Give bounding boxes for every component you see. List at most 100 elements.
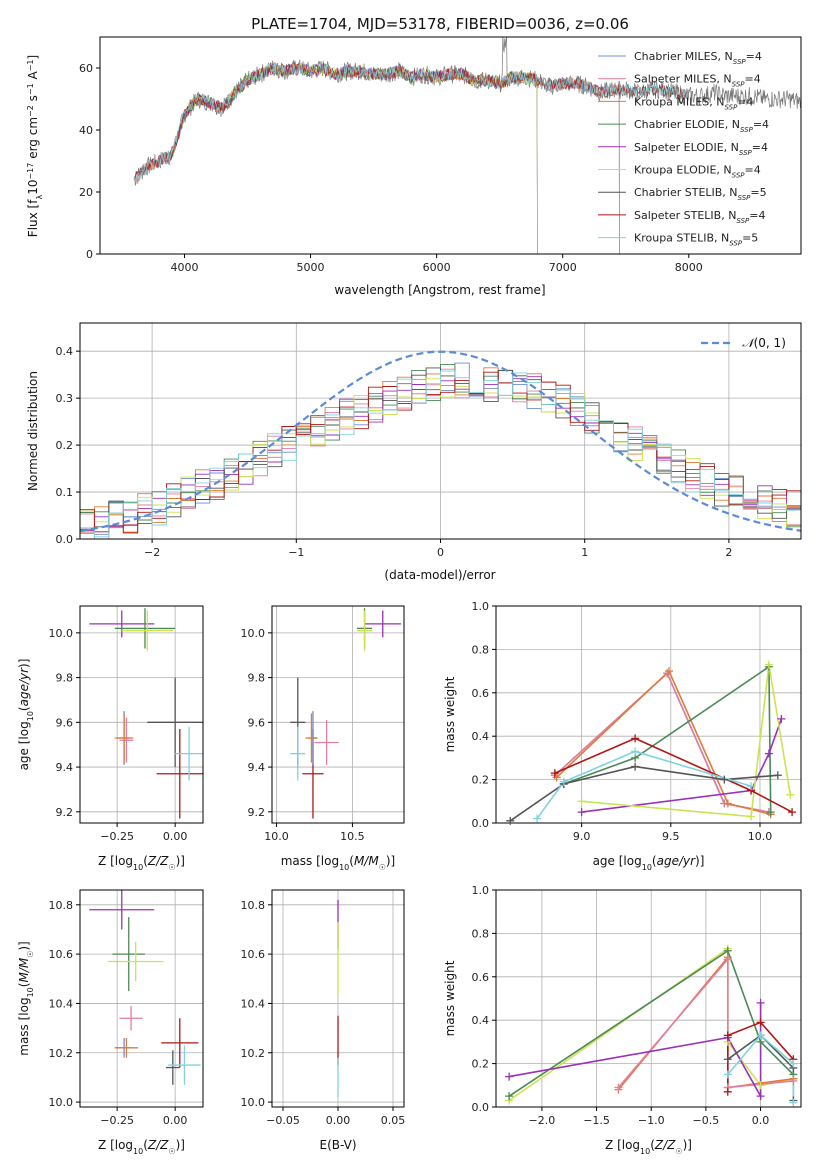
x-tick-label: 6000: [423, 261, 451, 274]
y-tick-label: 9.8: [248, 672, 266, 685]
y-tick-label: 0: [86, 248, 93, 261]
weight-marker: [723, 799, 732, 808]
weight-marker: [756, 998, 765, 1007]
x-tick-label: 2: [725, 546, 732, 559]
y-tick-label: 0.8: [472, 927, 490, 940]
y-tick-label: 10.4: [49, 997, 74, 1010]
y-tick-label: 40: [79, 124, 93, 137]
weight-marker: [665, 667, 674, 676]
weight-marker: [777, 714, 786, 723]
x-tick-label: 10.0: [264, 830, 289, 843]
y-axis-label: Normed distribution: [26, 371, 40, 491]
y-axis-label: mass weight: [443, 676, 457, 752]
y-tick-label: 10.0: [241, 1096, 266, 1109]
y-tick-label: 10.2: [49, 1047, 74, 1060]
x-tick-label: −1.0: [638, 1114, 665, 1127]
axes-frame: [79, 889, 204, 1108]
y-tick-label: 10.6: [241, 948, 266, 961]
x-axis-label: mass [log10(M/M☉)]: [281, 854, 396, 872]
legend-entry: Salpeter STELIB, NSSP=4: [634, 209, 766, 225]
weight-marker: [756, 1081, 765, 1090]
y-tick-label: 0.0: [56, 533, 74, 546]
x-tick-label: 4000: [170, 261, 198, 274]
axes-frame: [79, 605, 204, 824]
legend-entry: Chabrier MILES, NSSP=4: [634, 50, 762, 66]
weight-line: [554, 671, 770, 813]
y-tick-label: 20: [79, 186, 93, 199]
spectrum-model-line: [171, 62, 538, 254]
legend-entry: Kroupa MILES, NSSP=4: [634, 95, 754, 111]
plot-area: [89, 608, 203, 819]
y-tick-label: 0.3: [56, 392, 74, 405]
legend-entry: Salpeter ELODIE, NSSP=4: [634, 141, 768, 157]
axes-frame: [99, 36, 802, 255]
weight-line: [563, 665, 772, 813]
weight-marker: [631, 734, 640, 743]
y-tick-label: 0.6: [472, 687, 490, 700]
weight-marker: [789, 1076, 798, 1085]
weight-line: [554, 737, 793, 813]
y-axis-label: age [log10(age/yr)]: [17, 659, 35, 771]
weight-marker: [577, 808, 586, 817]
weight-marker: [756, 1018, 765, 1027]
weight-line: [509, 765, 778, 822]
x-tick-label: −1.5: [583, 1114, 610, 1127]
plot-area: [509, 664, 793, 822]
legend-entry: Kroupa ELODIE, NSSP=4: [634, 164, 761, 180]
weight-marker: [723, 1031, 732, 1040]
legend-entry: Kroupa STELIB, NSSP=5: [634, 232, 758, 248]
weight-marker: [577, 797, 586, 806]
y-axis-label: Flux [fλ10−17 erg cm−2 s−1 A−1]: [26, 55, 44, 237]
panel-age-vs-Z: −0.25 0.00 9.2 9.4 9.6 9.8 10.0 Z [log10(Z/Z☉)]…: [17, 605, 204, 872]
weight-marker: [789, 1098, 798, 1107]
y-tick-label: 10.6: [49, 948, 74, 961]
weight-marker: [559, 777, 568, 786]
weight-marker: [786, 790, 795, 799]
spectrum-model-line: [133, 63, 690, 178]
panel-residuals: −2 −1 0 1 2 0.0 0.1 0.2 0.3 0.4 𝒩(0, 1) (data-model…: [26, 322, 802, 582]
weight-marker: [614, 1083, 623, 1092]
y-tick-label: 9.4: [248, 761, 266, 774]
weight-marker: [747, 782, 756, 791]
plot-area: [89, 890, 201, 1085]
y-tick-label: 9.2: [56, 806, 74, 819]
x-tick-label: 8000: [675, 261, 703, 274]
weight-marker: [631, 747, 640, 756]
y-tick-label: 9.2: [248, 806, 266, 819]
x-axis-label: Z [log10(Z/Z☉)]: [98, 1138, 185, 1156]
axes-frame: [495, 889, 802, 1108]
y-tick-label: 9.6: [56, 716, 74, 729]
x-tick-label: 1: [581, 546, 588, 559]
histogram-step-line: [80, 370, 801, 538]
x-axis-label: age [log10(age/yr)]: [593, 854, 705, 872]
spectrum-legend: Chabrier MILES, NSSP=4 Salpeter MILES, NS…: [598, 50, 769, 248]
y-tick-label: 1.0: [472, 600, 490, 613]
y-tick-label: 9.6: [248, 716, 266, 729]
y-tick-label: 0.0: [472, 817, 490, 830]
y-tick-label: 0.2: [472, 774, 490, 787]
x-tick-label: −1: [288, 546, 304, 559]
plot-area: [133, 37, 801, 254]
weight-line: [556, 669, 771, 816]
y-axis-label: mass weight: [443, 960, 457, 1036]
spectrum-model-line: [171, 62, 538, 254]
weight-line: [581, 718, 783, 813]
axes-frame: [271, 605, 405, 824]
weight-marker: [631, 762, 640, 771]
weight-marker: [723, 1070, 732, 1079]
weight-line: [508, 949, 794, 1097]
x-tick-label: 0.00: [163, 830, 188, 843]
weight-line: [554, 671, 770, 813]
x-tick-label: 10.0: [748, 830, 773, 843]
y-tick-label: 10.0: [49, 1096, 74, 1109]
weight-marker: [789, 1059, 798, 1068]
y-tick-label: 10.2: [241, 1047, 266, 1060]
x-tick-label: −2.0: [529, 1114, 556, 1127]
y-tick-label: 60: [79, 62, 93, 75]
weight-marker: [766, 808, 775, 817]
x-tick-label: 0.05: [381, 1114, 406, 1127]
x-tick-label: 0.00: [326, 1114, 351, 1127]
weight-marker: [788, 808, 797, 817]
y-tick-label: 10.4: [241, 997, 266, 1010]
